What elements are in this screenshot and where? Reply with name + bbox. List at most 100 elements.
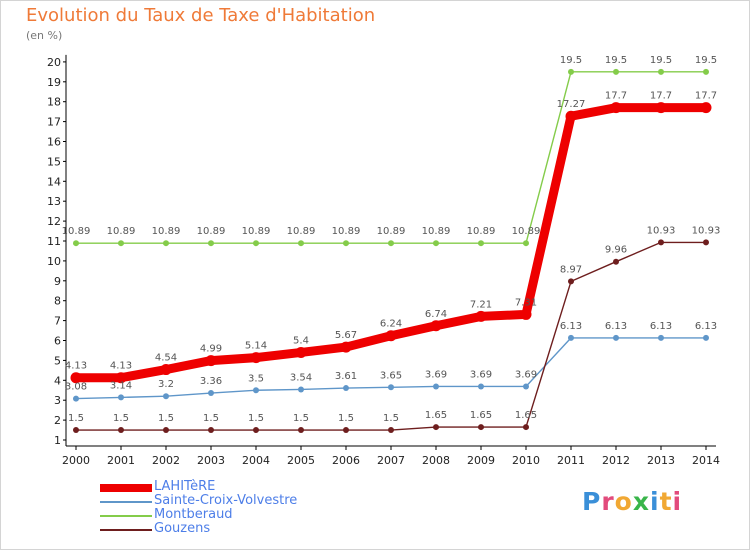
y-tick-label: 5 xyxy=(54,354,61,367)
x-tick-label: 2007 xyxy=(377,454,405,467)
data-point xyxy=(118,394,124,401)
y-tick-label: 19 xyxy=(47,76,61,89)
data-point xyxy=(568,334,574,341)
data-point xyxy=(208,390,214,397)
y-tick-label: 17 xyxy=(47,116,61,129)
data-label: 10.89 xyxy=(467,226,496,237)
data-label: 1.5 xyxy=(293,413,309,424)
y-tick-label: 14 xyxy=(47,175,61,188)
data-point xyxy=(658,239,664,246)
data-point xyxy=(613,68,619,75)
legend-label: Gouzens xyxy=(154,521,211,536)
legend-swatch xyxy=(100,501,152,503)
data-label: 6.74 xyxy=(425,309,447,320)
data-point xyxy=(613,334,619,341)
x-tick-label: 2000 xyxy=(62,454,90,467)
data-label: 7.31 xyxy=(515,297,537,308)
data-point xyxy=(343,427,349,434)
data-label: 5.14 xyxy=(245,341,267,352)
data-label: 10.89 xyxy=(377,226,406,237)
data-point xyxy=(73,427,79,434)
y-tick-label: 2 xyxy=(54,414,61,427)
data-point xyxy=(115,372,127,384)
x-tick-label: 2012 xyxy=(602,454,630,467)
data-label: 6.13 xyxy=(560,321,582,332)
data-label: 3.36 xyxy=(200,376,222,387)
data-label: 3.65 xyxy=(380,370,402,381)
x-tick-label: 2005 xyxy=(287,454,315,467)
data-label: 1.65 xyxy=(515,410,537,421)
data-point xyxy=(70,372,82,384)
data-point xyxy=(298,240,304,247)
y-tick-label: 7 xyxy=(54,315,61,328)
y-unit-label: (en %) xyxy=(26,29,63,42)
x-tick-label: 2004 xyxy=(242,454,270,467)
data-point xyxy=(388,384,394,391)
data-label: 19.5 xyxy=(695,55,717,66)
data-label: 3.69 xyxy=(470,369,492,380)
data-label: 17.7 xyxy=(695,91,717,102)
data-label: 6.13 xyxy=(605,321,627,332)
data-label: 10.89 xyxy=(107,226,136,237)
data-point xyxy=(703,239,709,246)
logo-letter: P xyxy=(582,487,602,516)
data-label: 3.61 xyxy=(335,371,357,382)
data-label: 3.54 xyxy=(290,372,312,383)
data-point xyxy=(478,424,484,431)
data-label: 10.89 xyxy=(512,226,541,237)
data-point xyxy=(208,427,214,434)
data-label: 1.5 xyxy=(158,413,174,424)
data-point xyxy=(475,310,487,322)
data-point xyxy=(523,383,529,390)
data-point xyxy=(523,240,529,247)
data-label: 10.89 xyxy=(242,226,271,237)
data-label: 6.24 xyxy=(380,319,402,330)
series-1 xyxy=(73,334,709,402)
series-2 xyxy=(73,68,709,247)
data-point xyxy=(160,364,172,376)
data-label: 1.65 xyxy=(425,410,447,421)
data-point xyxy=(613,258,619,265)
y-tick-label: 11 xyxy=(47,235,61,248)
data-label: 5.4 xyxy=(293,335,309,346)
x-tick-label: 2009 xyxy=(467,454,495,467)
data-label: 1.5 xyxy=(68,413,84,424)
data-point xyxy=(340,341,352,353)
data-point xyxy=(298,427,304,434)
y-tick-label: 12 xyxy=(47,215,61,228)
y-tick-label: 3 xyxy=(54,394,61,407)
data-point xyxy=(658,68,664,75)
x-tick-label: 2014 xyxy=(692,454,720,467)
data-point xyxy=(163,393,169,400)
x-tick-label: 2006 xyxy=(332,454,360,467)
y-tick-label: 16 xyxy=(47,136,61,149)
data-label: 1.5 xyxy=(383,413,399,424)
data-label: 10.89 xyxy=(197,226,226,237)
y-tick-label: 13 xyxy=(47,195,61,208)
y-tick-label: 15 xyxy=(47,155,61,168)
logo-letter: i xyxy=(672,487,683,516)
data-point xyxy=(295,346,307,358)
legend-label: LAHITèRE xyxy=(154,479,216,494)
data-point xyxy=(700,102,712,114)
data-point xyxy=(430,320,442,332)
data-label: 4.99 xyxy=(200,344,222,355)
logo-letter: t xyxy=(659,487,673,516)
data-point xyxy=(478,383,484,390)
data-point xyxy=(253,387,259,394)
data-label: 5.67 xyxy=(335,330,357,341)
data-point xyxy=(658,334,664,341)
data-point xyxy=(523,424,529,431)
data-label: 3.08 xyxy=(65,382,87,393)
y-tick-label: 10 xyxy=(47,255,61,268)
data-point xyxy=(208,240,214,247)
data-label: 19.5 xyxy=(650,55,672,66)
data-point xyxy=(163,240,169,247)
legend-swatch xyxy=(100,529,152,531)
data-label: 10.89 xyxy=(152,226,181,237)
data-label: 3.14 xyxy=(110,380,132,391)
data-label: 8.97 xyxy=(560,264,582,275)
logo-letter: r xyxy=(601,487,615,516)
